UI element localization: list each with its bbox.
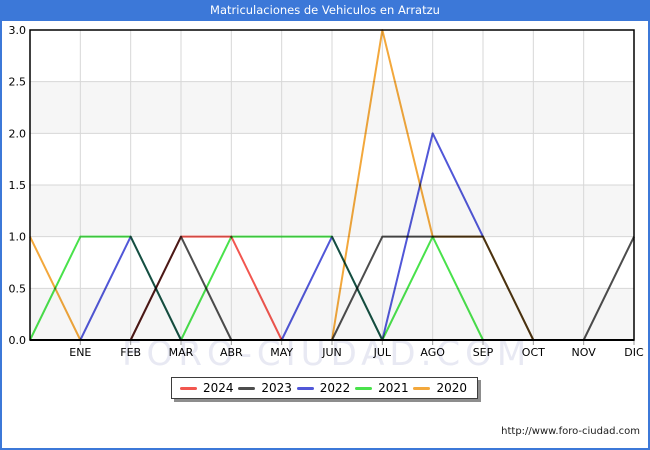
legend-label: 2021 xyxy=(378,381,409,395)
x-axis-label: ABR xyxy=(220,346,243,359)
legend-label: 2023 xyxy=(261,381,292,395)
y-axis-label: 1.5 xyxy=(9,179,27,192)
axis-labels: 0.0 0.5 1.0 1.5 2.0 2.5 3.0 ENE FEB MAR ABR MAY JUN J… xyxy=(9,24,645,359)
x-axis-label: OCT xyxy=(522,346,545,359)
legend-dash xyxy=(180,386,197,390)
x-axis-label: FEB xyxy=(120,346,141,359)
x-axis-label: MAR xyxy=(169,346,194,359)
footer-url-link[interactable]: http://www.foro-ciudad.com xyxy=(501,426,640,437)
x-axis-label: DIC xyxy=(624,346,644,359)
legend-label: 2024 xyxy=(203,381,234,395)
y-axis-label: 2.5 xyxy=(9,76,27,89)
legend-dash xyxy=(413,386,431,390)
x-axis-label: SEP xyxy=(473,346,494,359)
axes xyxy=(29,29,635,341)
x-axis-label: ENE xyxy=(69,346,91,359)
legend-item-2021: 2021 xyxy=(355,381,409,395)
legend: 2024 2023 2022 2021 2020 xyxy=(171,377,478,399)
x-axis-label: NOV xyxy=(572,346,597,359)
legend-dash xyxy=(238,386,256,390)
y-axis-label: 3.0 xyxy=(9,24,27,37)
legend-item-2023: 2023 xyxy=(238,381,292,395)
x-axis-label: JUL xyxy=(373,346,392,359)
legend-item-2024: 2024 xyxy=(180,381,234,395)
x-axis-label: MAY xyxy=(270,346,293,359)
legend-dash xyxy=(355,386,373,390)
y-axis-label: 1.0 xyxy=(9,231,27,244)
page-title: Matriculaciones de Vehiculos en Arratzu xyxy=(210,3,440,17)
legend-item-2020: 2020 xyxy=(413,381,467,395)
y-axis-label: 0.0 xyxy=(9,334,27,347)
legend-label: 2022 xyxy=(319,381,351,395)
legend-dash xyxy=(296,386,314,390)
y-axis-label: 2.0 xyxy=(9,127,27,140)
x-axis-label: AGO xyxy=(420,346,445,359)
x-axis-label: JUN xyxy=(321,346,342,359)
y-axis-label: 0.5 xyxy=(9,282,27,295)
legend-label: 2020 xyxy=(436,381,467,395)
title-bar: Matriculaciones de Vehiculos en Arratzu xyxy=(0,0,650,21)
legend-item-2022: 2022 xyxy=(296,381,351,395)
